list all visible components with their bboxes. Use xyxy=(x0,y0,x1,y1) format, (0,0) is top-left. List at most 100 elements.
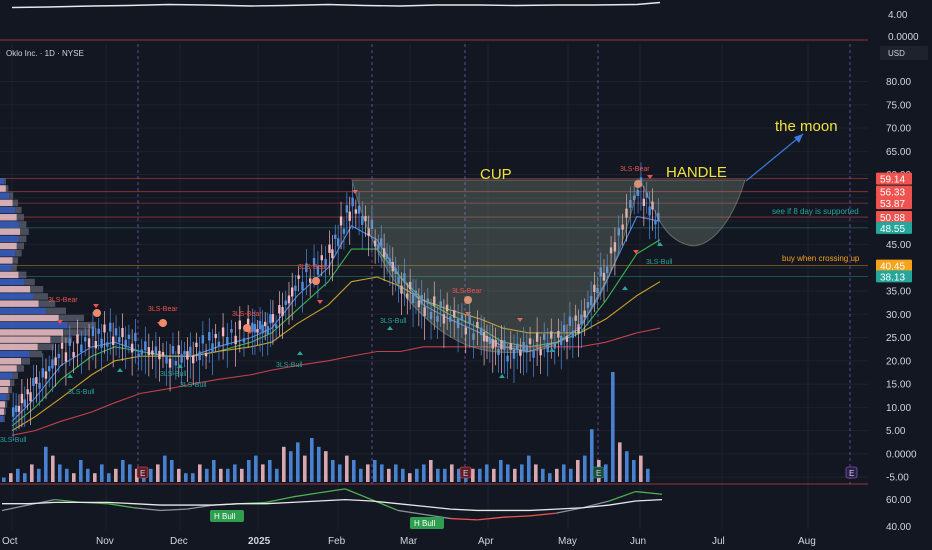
rsi-line-segment xyxy=(318,488,346,494)
signal-bull-4: 3LS-Bull xyxy=(180,382,207,389)
earnings-marker-2[interactable]: E xyxy=(459,466,472,479)
candle-body xyxy=(180,354,183,363)
volume-bar xyxy=(492,468,496,482)
volume-profile-bar xyxy=(15,250,22,257)
candle-body xyxy=(177,345,180,355)
volume-bar xyxy=(632,460,636,482)
candle-body xyxy=(264,321,267,327)
earnings-marker-3[interactable]: E xyxy=(592,466,605,479)
volume-bar xyxy=(268,460,272,482)
candle-body xyxy=(625,208,628,218)
volume-profile-bar xyxy=(11,264,17,271)
candle-body xyxy=(589,295,593,306)
candle-body xyxy=(423,307,426,317)
volume-bar xyxy=(296,442,300,482)
rsi-line-segment xyxy=(608,490,636,502)
candle-body xyxy=(599,267,602,277)
candle-body xyxy=(464,327,467,335)
candle-body xyxy=(32,378,35,386)
price-level-tag xyxy=(876,197,912,210)
volume-bar xyxy=(163,455,167,482)
candle-body xyxy=(51,359,54,369)
candle-body xyxy=(500,340,503,350)
candle-body xyxy=(331,249,334,259)
volume-bar xyxy=(590,429,594,482)
time-tick-label: 2025 xyxy=(248,536,271,547)
volume-bar xyxy=(429,460,433,482)
candle-body xyxy=(137,353,140,357)
bull-signal-arrow xyxy=(67,374,73,378)
price-level-tag-label: 59.14 xyxy=(880,175,905,186)
volume-bar xyxy=(639,455,643,482)
volume-profile-bar xyxy=(0,408,5,415)
candle-body xyxy=(189,346,192,356)
candle-body xyxy=(339,216,343,226)
candle-body xyxy=(439,301,442,309)
candle-body xyxy=(134,332,137,342)
volume-bar xyxy=(548,473,552,482)
volume-profile-bar xyxy=(37,343,54,351)
signal-bear-3: 3LS-Bear xyxy=(232,311,262,318)
earnings-marker-label: E xyxy=(140,469,145,478)
candle-body xyxy=(433,296,436,306)
currency-label[interactable]: USD xyxy=(888,49,905,58)
candle-body xyxy=(103,324,106,333)
candle-body xyxy=(328,244,331,253)
price-axis[interactable]: 4.000.000080.0075.0070.0065.0060.0055.00… xyxy=(868,0,932,550)
volume-profile-bar xyxy=(12,372,18,379)
volume-bar xyxy=(345,455,349,482)
candle-body xyxy=(400,285,403,294)
candle-body xyxy=(320,255,323,261)
volume-bar xyxy=(303,455,307,482)
candle-body xyxy=(609,247,613,254)
volume-bar xyxy=(422,464,426,482)
top-pane-tick-label: 0.0000 xyxy=(888,32,919,43)
volume-profile-bar xyxy=(0,386,9,394)
volume-profile-bar xyxy=(0,343,38,351)
volume-bar xyxy=(471,468,475,482)
volume-profile-bar xyxy=(0,214,17,221)
bull-signal-arrow xyxy=(657,242,663,246)
time-tick-label: May xyxy=(558,536,577,547)
time-tick-label: Oct xyxy=(2,536,18,547)
bear-signal-arrow xyxy=(647,175,653,179)
candle-body xyxy=(217,341,221,347)
volume-profile-bar xyxy=(16,365,24,372)
candle-body xyxy=(403,273,406,283)
rsi-line-segment xyxy=(529,512,557,517)
candle-body xyxy=(506,355,509,362)
time-axis[interactable]: Oct Nov Dec 2025 Feb Mar Apr May Jun Jul Aug xyxy=(2,536,816,547)
candle-body xyxy=(269,314,272,324)
candle-body xyxy=(617,228,620,236)
currency-box[interactable] xyxy=(880,46,928,60)
volume-profile-bar xyxy=(12,257,18,264)
volume-bar xyxy=(324,451,328,482)
volume-profile-bar xyxy=(0,228,21,235)
candle-body xyxy=(204,352,208,357)
earnings-marker-4[interactable]: E xyxy=(845,466,858,479)
volume-bar xyxy=(149,468,153,482)
candle-body xyxy=(183,351,186,355)
candle-body xyxy=(251,322,254,332)
candle-body xyxy=(480,327,483,336)
candle-body xyxy=(491,339,494,349)
candle-body xyxy=(528,338,532,345)
candle-body xyxy=(26,389,29,395)
earnings-marker-1[interactable]: E xyxy=(136,466,149,479)
rsi-line-segment xyxy=(344,488,372,501)
candle-body xyxy=(370,219,374,230)
candle-body xyxy=(17,405,21,412)
candle-body xyxy=(543,333,546,340)
candle-body xyxy=(80,344,83,353)
volume-bar xyxy=(359,468,363,482)
candle-body xyxy=(20,393,24,404)
volume-profile-bar xyxy=(0,314,59,322)
candle-body xyxy=(111,336,115,345)
candle-body xyxy=(201,335,205,344)
bear-signal-dot xyxy=(312,277,320,285)
volume-profile-bar xyxy=(0,235,19,243)
volume-profile-bar xyxy=(0,192,10,199)
volume-bar xyxy=(485,464,489,482)
volume-bar xyxy=(79,460,83,482)
candle-body xyxy=(460,314,464,321)
